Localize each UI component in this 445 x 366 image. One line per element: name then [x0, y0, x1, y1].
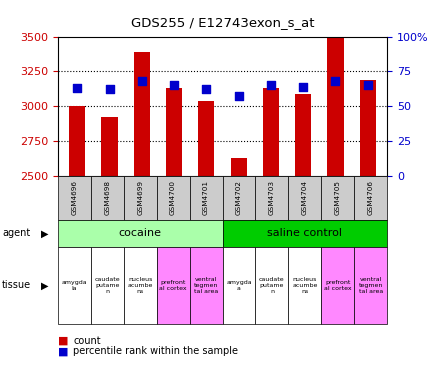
- Bar: [231, 158, 247, 176]
- Text: prefront
al cortex: prefront al cortex: [324, 280, 352, 291]
- Point: [138, 78, 146, 84]
- Bar: [295, 94, 312, 176]
- Bar: [69, 106, 85, 176]
- Text: caudate
putame
n: caudate putame n: [94, 277, 120, 294]
- Text: agent: agent: [2, 228, 30, 238]
- Point: [235, 93, 242, 99]
- Text: ■: ■: [58, 346, 69, 356]
- Bar: [166, 88, 182, 176]
- Text: GSM4698: GSM4698: [104, 180, 110, 215]
- Text: prefront
al cortex: prefront al cortex: [159, 280, 187, 291]
- Text: GSM4702: GSM4702: [236, 180, 242, 215]
- Text: tissue: tissue: [2, 280, 31, 291]
- Bar: [360, 80, 376, 176]
- Text: ▶: ▶: [41, 228, 48, 238]
- Point: [299, 84, 307, 90]
- Text: GSM4706: GSM4706: [368, 180, 374, 215]
- Text: GDS255 / E12743exon_s_at: GDS255 / E12743exon_s_at: [131, 16, 314, 30]
- Text: GSM4705: GSM4705: [335, 180, 341, 215]
- Point: [170, 82, 178, 88]
- Bar: [328, 38, 344, 176]
- Text: percentile rank within the sample: percentile rank within the sample: [73, 346, 239, 356]
- Point: [203, 86, 210, 92]
- Bar: [134, 52, 150, 176]
- Text: amygda
la: amygda la: [61, 280, 87, 291]
- Text: GSM4704: GSM4704: [302, 180, 308, 215]
- Text: nucleus
acumbe
ns: nucleus acumbe ns: [292, 277, 318, 294]
- Bar: [263, 88, 279, 176]
- Text: ■: ■: [58, 336, 69, 346]
- Point: [106, 86, 113, 92]
- Text: GSM4696: GSM4696: [71, 180, 77, 215]
- Text: nucleus
acumbe
ns: nucleus acumbe ns: [127, 277, 153, 294]
- Text: saline control: saline control: [267, 228, 342, 238]
- Point: [332, 78, 339, 84]
- Text: caudate
putame
n: caudate putame n: [259, 277, 285, 294]
- Text: ▶: ▶: [41, 280, 48, 291]
- Bar: [198, 101, 214, 176]
- Point: [364, 82, 371, 88]
- Text: amygda
a: amygda a: [226, 280, 252, 291]
- Text: ventral
tegmen
tal area: ventral tegmen tal area: [194, 277, 218, 294]
- Point: [267, 82, 275, 88]
- Point: [74, 85, 81, 91]
- Text: ventral
tegmen
tal area: ventral tegmen tal area: [359, 277, 383, 294]
- Text: GSM4703: GSM4703: [269, 180, 275, 215]
- Text: count: count: [73, 336, 101, 346]
- Bar: [101, 117, 117, 176]
- Text: GSM4701: GSM4701: [203, 180, 209, 215]
- Text: cocaine: cocaine: [119, 228, 162, 238]
- Text: GSM4700: GSM4700: [170, 180, 176, 215]
- Text: GSM4699: GSM4699: [137, 180, 143, 215]
